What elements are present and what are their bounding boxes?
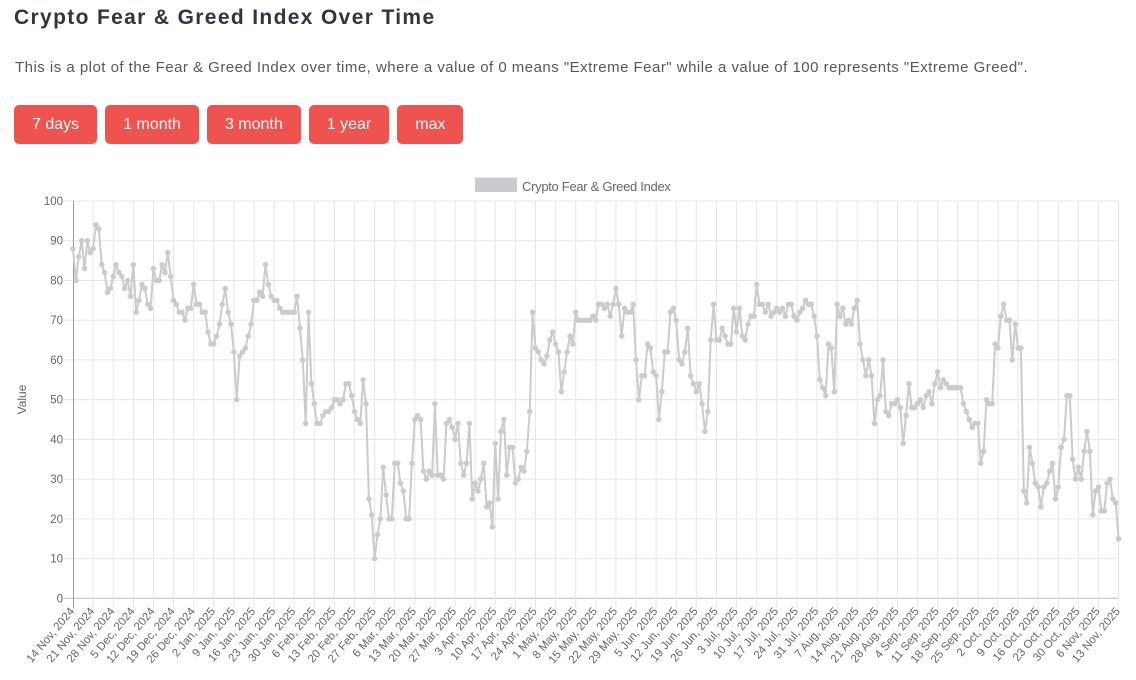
svg-text:60: 60 xyxy=(50,355,63,367)
svg-text:Crypto Fear & Greed Index: Crypto Fear & Greed Index xyxy=(522,179,671,194)
svg-text:100: 100 xyxy=(44,196,63,208)
svg-text:80: 80 xyxy=(50,275,63,287)
svg-text:10: 10 xyxy=(50,554,63,566)
svg-text:20: 20 xyxy=(50,514,63,526)
svg-text:0: 0 xyxy=(57,593,63,605)
svg-text:90: 90 xyxy=(50,236,63,248)
svg-text:50: 50 xyxy=(50,395,63,407)
svg-text:Value: Value xyxy=(15,384,29,414)
svg-text:40: 40 xyxy=(50,434,63,446)
svg-text:70: 70 xyxy=(50,315,63,327)
svg-text:30: 30 xyxy=(50,474,63,486)
